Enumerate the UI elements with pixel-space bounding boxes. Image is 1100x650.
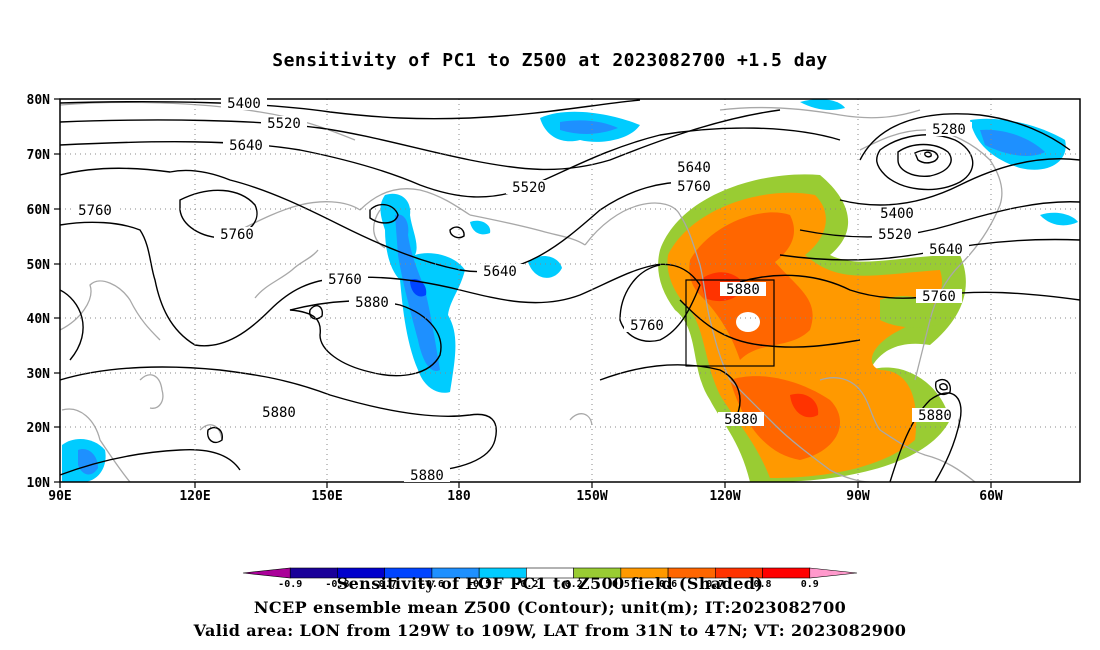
contour-label: 5760 (630, 318, 664, 334)
contour-label: 5640 (229, 138, 263, 154)
colorbar-tick-label: 0.2 (565, 579, 583, 590)
contour-label: 5880 (410, 468, 444, 484)
contour-label: 5520 (267, 116, 301, 132)
lat-label: 30N (27, 367, 51, 382)
lat-label: 70N (27, 148, 51, 163)
colorbar-swatch (809, 567, 858, 579)
contour-label: 5400 (227, 96, 261, 112)
contour-label: 5640 (677, 160, 711, 176)
colorbar-tick-label: 0.7 (706, 579, 724, 590)
colorbar: -0.9 -0.8 -0.7 -0.6 -0.5 -0.2 0.2 0.5 0.6 0.7 0.8 0… (242, 567, 858, 590)
lon-label: 150E (311, 489, 342, 504)
plot-frame (59, 98, 1081, 483)
footer-contour-info: NCEP ensemble mean Z500 (Contour); unit(… (253, 598, 847, 617)
contour-label: 5880 (724, 412, 758, 428)
contour-label: 5520 (878, 227, 912, 243)
contour-label: 5640 (483, 264, 517, 280)
positive-sensitivity-shading (658, 174, 966, 482)
contour-label: 5520 (512, 180, 546, 196)
lon-label: 60W (979, 489, 1003, 504)
footer-valid-area: Valid area: LON from 129W to 109W, LAT f… (193, 621, 907, 640)
contour-label: 5280 (932, 122, 966, 138)
lon-label: 90E (48, 489, 71, 504)
valid-area-box (685, 279, 775, 367)
contour-label: 5760 (220, 227, 254, 243)
contour-label: 5880 (918, 408, 952, 424)
colorbar-tick-label: 0.5 (612, 579, 630, 590)
lon-label: 120E (179, 489, 210, 504)
colorbar-tick-label: -0.8 (325, 579, 349, 590)
colorbar-tick-label: 0.8 (754, 579, 772, 590)
colorbar-tick-label: 0.6 (659, 579, 677, 590)
colorbar-caption: Sensitivity of EOF PC1 to Z500 field (Sh… (336, 574, 764, 593)
contour-label: 5880 (355, 295, 389, 311)
lat-label: 40N (27, 312, 51, 327)
contour-label: 5760 (677, 179, 711, 195)
map-title: Sensitivity of PC1 to Z500 at 2023082700… (272, 50, 828, 71)
contour-label: 5640 (929, 242, 963, 258)
lon-label: 120W (709, 489, 740, 504)
map-plot: 80N 70N 60N 50N 40N 30N 20N 10N 90E 120E… (27, 93, 1081, 504)
contour-label: 5760 (922, 289, 956, 305)
contour-label: 5760 (78, 203, 112, 219)
colorbar-tick-label: -0.7 (373, 579, 397, 590)
contour-label: 5400 (880, 206, 914, 222)
lat-label: 80N (27, 93, 51, 108)
lat-label: 60N (27, 203, 51, 218)
colorbar-tick-label: 0.9 (801, 579, 819, 590)
lat-label: 50N (27, 258, 51, 273)
colorbar-tick-label: -0.2 (514, 579, 538, 590)
contour-label: 5760 (328, 272, 362, 288)
lon-label: 180 (447, 489, 471, 504)
colorbar-tick-label: -0.6 (420, 579, 444, 590)
axis-ticks (54, 98, 992, 488)
z500-contours (60, 99, 1080, 482)
lat-label: 20N (27, 421, 51, 436)
lon-label: 90W (846, 489, 870, 504)
colorbar-tick-label: -0.5 (467, 579, 491, 590)
contour-label: 5880 (726, 282, 760, 298)
colorbar-tick-label: -0.9 (278, 579, 302, 590)
contour-label: 5880 (262, 405, 296, 421)
lon-label: 150W (576, 489, 607, 504)
lat-label: 10N (27, 476, 51, 491)
